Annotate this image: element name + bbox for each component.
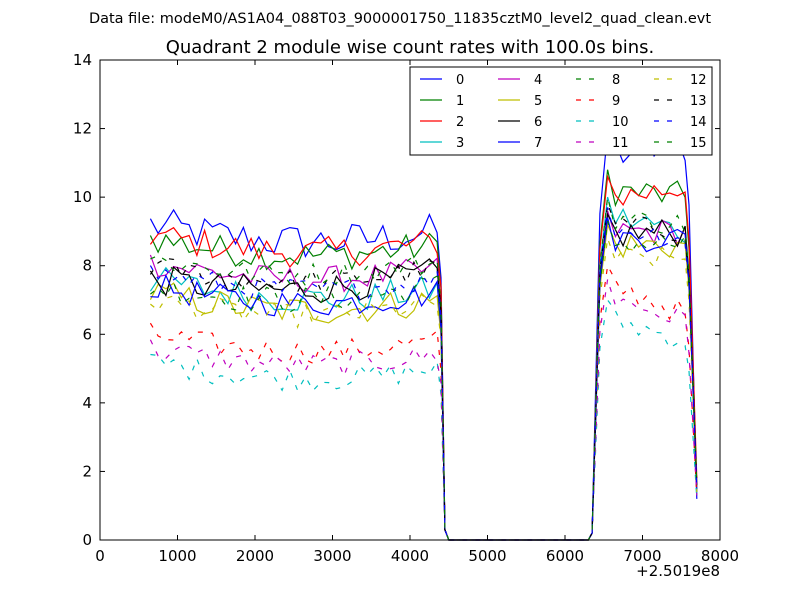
series-line-13 — [149, 203, 698, 541]
legend-label-4: 4 — [534, 73, 542, 88]
x-tick-label: 2000 — [236, 547, 274, 565]
series-line-15 — [150, 196, 698, 541]
x-tick-label: 5000 — [468, 547, 506, 565]
legend-label-10: 10 — [612, 115, 629, 130]
y-tick-label: 4 — [82, 394, 92, 412]
legend-label-12: 12 — [690, 73, 707, 88]
series-line-0 — [149, 130, 698, 541]
y-tick-label: 8 — [82, 257, 92, 275]
y-tick-label: 6 — [82, 325, 92, 343]
series-line-3 — [149, 196, 698, 541]
legend-label-3: 3 — [456, 136, 464, 151]
y-tick-label: 14 — [73, 51, 92, 69]
x-tick-label: 3000 — [313, 547, 351, 565]
y-tick-label: 0 — [82, 531, 92, 549]
legend-box — [409, 66, 713, 156]
x-tick-label: 7000 — [623, 547, 661, 565]
series-line-5 — [149, 222, 698, 541]
figure-suptitle: Data file: modeM0/AS1A04_088T03_90000017… — [89, 11, 711, 27]
x-offset-label: +2.5019e8 — [636, 562, 720, 580]
series-line-7 — [150, 217, 698, 541]
legend-label-13: 13 — [690, 94, 707, 109]
legend-label-14: 14 — [690, 115, 707, 130]
chart-title: Quadrant 2 module wise count rates with … — [166, 37, 655, 58]
legend-label-11: 11 — [612, 136, 629, 151]
series-line-9 — [149, 263, 698, 541]
x-tick-label: 1000 — [158, 547, 196, 565]
legend-label-15: 15 — [690, 136, 707, 151]
x-tick-label: 4000 — [391, 547, 429, 565]
x-tick-label: 6000 — [546, 547, 584, 565]
series-line-11 — [149, 279, 698, 541]
y-tick-label: 10 — [73, 188, 92, 206]
series-line-12 — [150, 238, 698, 541]
legend-label-1: 1 — [456, 94, 464, 109]
legend-label-8: 8 — [612, 73, 620, 88]
series-line-4 — [149, 210, 698, 541]
axis-ticks: 0 1000 2000 3000 4000 5000 6000 7000 80000246810… — [73, 51, 739, 565]
series-line-14 — [149, 207, 698, 541]
legend-label-9: 9 — [612, 94, 620, 109]
series-line-1 — [149, 169, 698, 541]
series-line-6 — [149, 212, 698, 541]
legend-label-6: 6 — [534, 115, 542, 130]
y-tick-label: 12 — [73, 120, 92, 138]
legend-label-2: 2 — [456, 115, 464, 130]
legend-label-0: 0 — [456, 73, 464, 88]
plot-lines — [149, 130, 698, 541]
x-tick-label: 8000 — [701, 547, 739, 565]
y-tick-label: 2 — [82, 462, 92, 480]
legend-label-7: 7 — [534, 136, 542, 151]
x-tick-label: 0 — [95, 547, 105, 565]
legend-label-5: 5 — [534, 94, 542, 109]
series-line-10 — [150, 298, 698, 541]
series-line-2 — [149, 174, 698, 541]
